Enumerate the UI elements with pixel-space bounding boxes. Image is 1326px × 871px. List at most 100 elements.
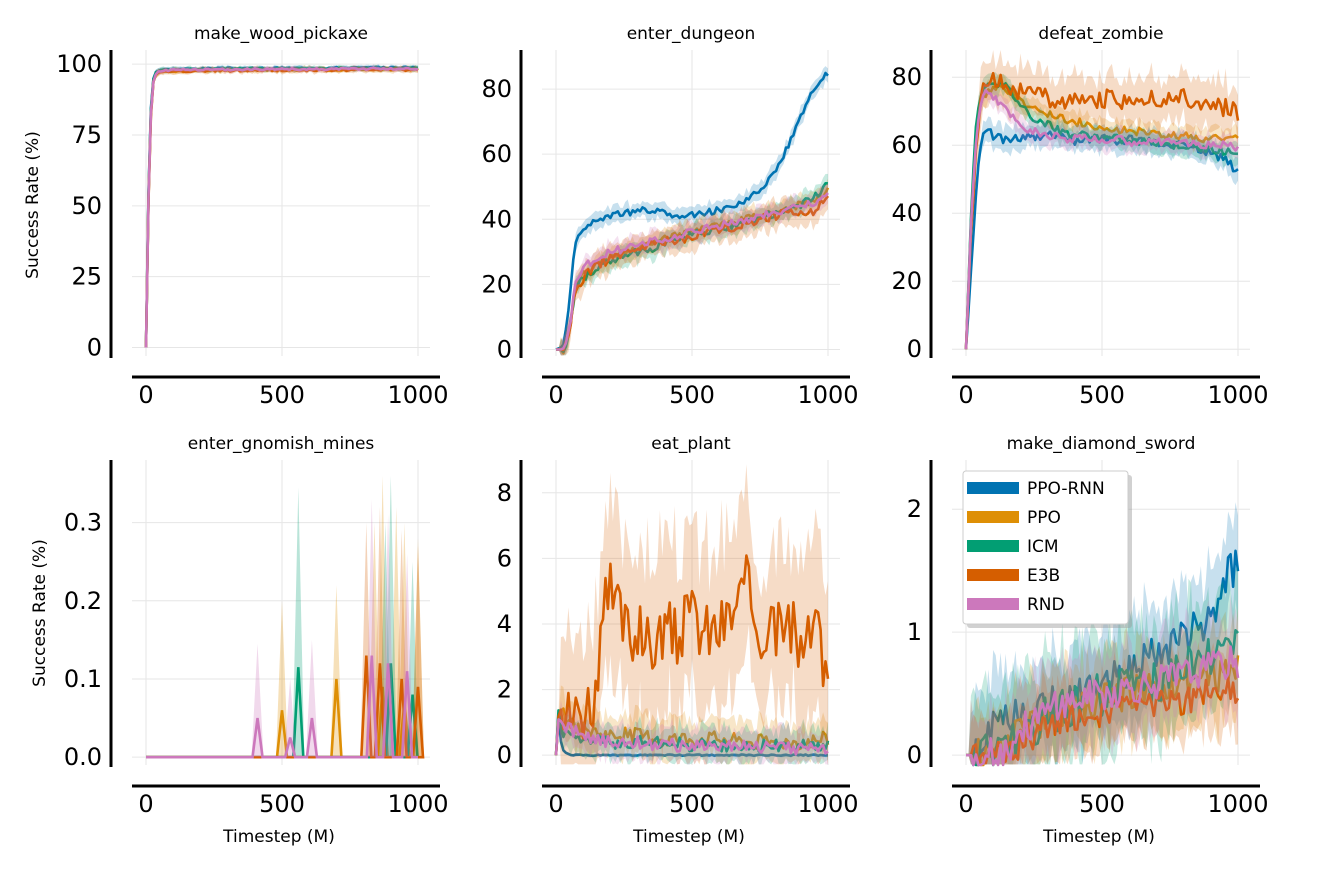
x-tick-label: 0	[958, 790, 973, 818]
x-tick-label: 0	[548, 790, 563, 818]
x-tick-label: 1000	[387, 381, 448, 409]
y-tick-label: 20	[481, 270, 512, 298]
y-tick-label: 0	[907, 335, 922, 363]
series-line	[146, 655, 418, 759]
series-RND	[964, 82, 1240, 350]
y-tick-label: 60	[481, 140, 512, 168]
y-tick-label: 50	[71, 192, 102, 220]
x-axis-label: Timestep (M)	[222, 827, 335, 847]
legend-label-RND: RND	[1027, 595, 1065, 615]
y-tick-label: 1	[907, 618, 922, 646]
legend-label-E3B: E3B	[1027, 566, 1060, 586]
panel-make_diamond_sword: make_diamond_sword 0 1 2 0 500 1000 Timestep (M…	[907, 434, 1269, 847]
series-band-spike	[412, 546, 424, 758]
series-E3B	[144, 65, 419, 348]
legend: PPO-RNN PPO ICM E3B RND	[962, 470, 1132, 628]
y-tick-label: 40	[891, 199, 922, 227]
y-tick-label: 60	[891, 131, 922, 159]
series-band	[556, 182, 828, 356]
y-tick-label: 0	[497, 741, 512, 769]
y-axis-label-top: Success Rate (%)	[23, 131, 43, 279]
panel-enter_gnomish_mines: enter_gnomish_mines 0.0 0.1 0.2 0.3 0 500 1000 T…	[64, 434, 449, 847]
panel-title: enter_dungeon	[627, 24, 756, 44]
series-PPO-RNN	[964, 116, 1239, 350]
series-band	[966, 502, 1238, 765]
series-band-spike	[251, 643, 264, 758]
legend-swatch-E3B	[967, 569, 1019, 581]
legend-swatch-RND	[967, 598, 1019, 610]
x-tick-label: 500	[259, 790, 305, 818]
series-line	[966, 645, 1240, 767]
y-tick-label: 2	[907, 495, 922, 523]
x-tick-label: 1000	[387, 790, 448, 818]
x-tick-label: 0	[548, 381, 563, 409]
y-tick-label: 80	[481, 75, 512, 103]
y-axis-label-bottom: Success Rate (%)	[30, 539, 50, 687]
x-axis-label: Timestep (M)	[632, 827, 745, 847]
y-tick-label: 0	[497, 335, 512, 363]
series-RND	[146, 499, 418, 759]
legend-label-ICM: ICM	[1027, 537, 1059, 557]
series-line	[964, 89, 1240, 350]
y-tick-label: 8	[497, 479, 512, 507]
x-tick-label: 1000	[1207, 381, 1268, 409]
y-tick-label: 0.2	[64, 587, 102, 615]
x-tick-label: 500	[1079, 790, 1125, 818]
series-line	[146, 663, 419, 759]
series-band-spike	[412, 538, 424, 758]
series-line	[554, 712, 829, 758]
x-tick-label: 500	[1079, 381, 1125, 409]
y-tick-label: 6	[497, 544, 512, 572]
series-line	[146, 655, 425, 759]
x-tick-label: 0	[138, 790, 153, 818]
legend-swatch-PPO	[967, 511, 1019, 523]
series-band	[556, 178, 828, 356]
x-tick-label: 0	[958, 381, 973, 409]
x-axis-label: Timestep (M)	[1042, 827, 1155, 847]
series-band-spike	[276, 600, 288, 758]
series-band-spike	[305, 639, 318, 758]
y-tick-label: 0.0	[64, 743, 102, 771]
y-tick-label: 20	[891, 267, 922, 295]
panel-title: enter_gnomish_mines	[188, 434, 375, 454]
y-tick-label: 0.1	[64, 665, 102, 693]
panel-title: make_diamond_sword	[1007, 434, 1196, 454]
series-band	[556, 66, 828, 355]
panel-eat_plant: eat_plant 0 2 4 6 8 0 500 1000 Timestep (M)	[497, 434, 859, 847]
x-tick-label: 500	[669, 790, 715, 818]
series-band	[556, 464, 828, 765]
y-tick-label: 4	[497, 610, 512, 638]
series-RND	[556, 182, 829, 356]
y-tick-label: 100	[56, 50, 102, 78]
series-band	[966, 82, 1238, 350]
series-band	[556, 713, 828, 758]
series-RND	[966, 595, 1240, 767]
series-line	[556, 192, 829, 351]
panel-title: make_wood_pickaxe	[194, 24, 368, 44]
y-tick-label: 0	[907, 741, 922, 769]
x-tick-label: 1000	[797, 790, 858, 818]
series-RND	[554, 700, 829, 765]
legend-label-PPO: PPO	[1027, 508, 1061, 528]
x-tick-label: 0	[138, 381, 153, 409]
y-tick-label: 75	[71, 121, 102, 149]
series-band-spike	[373, 506, 386, 758]
y-tick-label: 0.3	[64, 509, 102, 537]
series-line	[554, 554, 830, 756]
legend-box	[962, 470, 1129, 625]
series-band-spike	[284, 678, 297, 758]
y-tick-label: 2	[497, 676, 512, 704]
series-band	[966, 605, 1238, 765]
legend-swatch-PPO-RNN	[967, 482, 1019, 494]
legend-swatch-ICM	[967, 540, 1019, 552]
y-tick-label: 80	[891, 63, 922, 91]
panel-title: eat_plant	[651, 434, 731, 454]
x-tick-label: 1000	[797, 381, 858, 409]
series-E3B	[554, 464, 830, 765]
series-E3B	[964, 50, 1240, 350]
series-band	[966, 595, 1238, 765]
series-line	[144, 66, 419, 348]
